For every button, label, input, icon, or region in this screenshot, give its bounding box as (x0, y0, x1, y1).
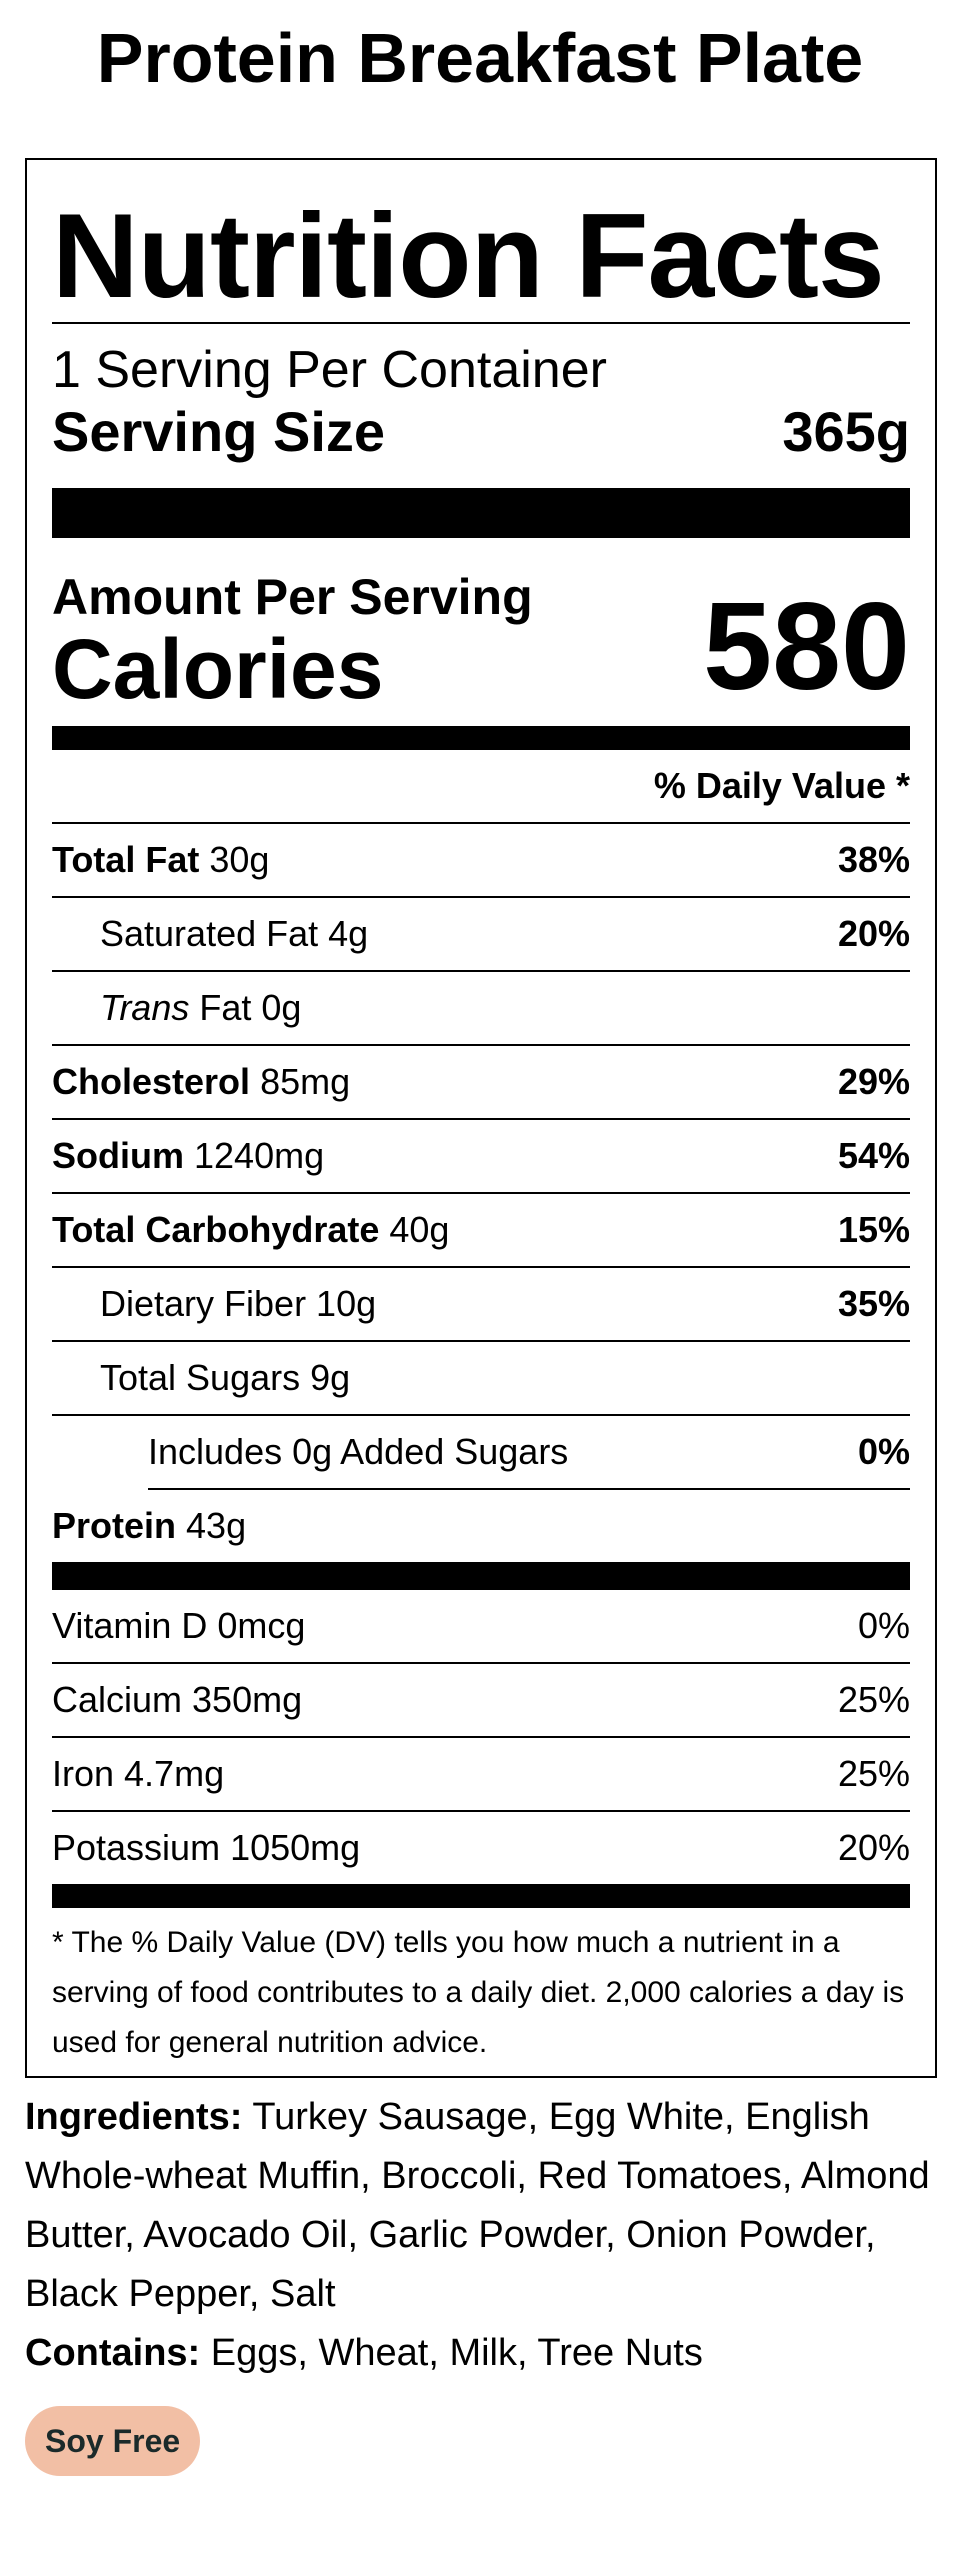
nutrient-name: Cholesterol 85mg (52, 1061, 350, 1103)
nutrient-name: Saturated Fat 4g (100, 913, 369, 954)
heading-rule (52, 322, 910, 324)
ingredients-paragraph: Ingredients: Turkey Sausage, Egg White, … (25, 2088, 935, 2324)
nutrient-name: Total Sugars 9g (100, 1357, 351, 1398)
servings-per-container: 1 Serving Per Container (52, 341, 607, 399)
calories-rule (52, 726, 910, 750)
nutrient-name: Includes 0g Added Sugars (148, 1431, 569, 1472)
nutrient-row-total-sugars: Total Sugars 9g (52, 1342, 910, 1416)
nutrient-label: Total Carbohydrate (52, 1209, 380, 1250)
nutrient-name: Total Carbohydrate 40g (52, 1209, 449, 1251)
nutrient-amount: 30g (209, 839, 270, 880)
vitamin-dv: 0% (857, 1605, 910, 1646)
vitamin-dv: 25% (837, 1753, 910, 1794)
vitamin-dv: 25% (837, 1679, 910, 1720)
nutrient-label: Cholesterol (52, 1061, 251, 1102)
nutrient-label: Total Fat (52, 839, 200, 880)
vitamin-name: Calcium 350mg (52, 1679, 303, 1720)
nutrient-dv: 29% (837, 1061, 910, 1102)
nutrient-row-dietary-fiber: Dietary Fiber 10g 35% (52, 1268, 910, 1342)
nutrition-facts-heading: Nutrition Facts (52, 189, 885, 323)
nutrient-row-protein: Protein 43g (52, 1490, 910, 1562)
contains-paragraph: Contains: Eggs, Wheat, Milk, Tree Nuts (25, 2324, 935, 2383)
nutrient-row-cholesterol: Cholesterol 85mg 29% (52, 1046, 910, 1120)
serving-size-rule (52, 488, 910, 538)
daily-value-footnote: * The % Daily Value (DV) tells you how m… (52, 1926, 905, 2059)
footnote-rule (52, 1884, 910, 1908)
calories-value: 580 (703, 578, 910, 716)
nutrient-label: Sodium (52, 1135, 184, 1176)
serving-size-row: Serving Size 365g (52, 400, 910, 464)
nutrient-row-saturated-fat: Saturated Fat 4g 20% (52, 898, 910, 972)
nutrient-name: Sodium 1240mg (52, 1135, 324, 1177)
protein-rule (52, 1562, 910, 1590)
nutrient-dv: 20% (837, 913, 910, 954)
nutrient-dv: 15% (837, 1209, 910, 1250)
contains-label: Contains: (25, 2332, 201, 2374)
nutrient-amount: 85mg (260, 1061, 351, 1102)
nutrient-dv: 35% (837, 1283, 910, 1324)
vitamin-name: Vitamin D 0mcg (52, 1605, 306, 1646)
trans-italic: Trans (100, 987, 190, 1028)
nutrient-amount: 43g (186, 1505, 247, 1546)
nutrient-name: Protein 43g (52, 1505, 246, 1547)
nutrient-dv: 0% (857, 1431, 910, 1472)
nutrient-row-sodium: Sodium 1240mg 54% (52, 1120, 910, 1194)
vitamin-row-iron: Iron 4.7mg 25% (52, 1738, 910, 1812)
nutrient-name: Dietary Fiber 10g (100, 1283, 377, 1324)
soy-free-badge: Soy Free (25, 2406, 201, 2476)
product-title: Protein Breakfast Plate (96, 19, 864, 97)
nutrient-row-added-sugars: Includes 0g Added Sugars 0% (148, 1416, 910, 1490)
calories-left: Amount Per Serving Calories (52, 552, 533, 714)
amount-per-serving: Amount Per Serving (52, 569, 533, 625)
serving-size-label: Serving Size (52, 400, 386, 463)
vitamin-row-vitamin-d: Vitamin D 0mcg 0% (52, 1590, 910, 1664)
nutrient-amount: 1240mg (194, 1135, 325, 1176)
daily-value-header: % Daily Value * (52, 750, 910, 824)
nutrient-row-trans-fat: Trans Fat 0g (52, 972, 910, 1046)
vitamin-row-calcium: Calcium 350mg 25% (52, 1664, 910, 1738)
nutrient-name: Total Fat 30g (52, 839, 269, 881)
label-inner: Nutrition Facts 1 Serving Per Container … (52, 160, 910, 2068)
nutrient-label: Protein (52, 1505, 177, 1546)
nutrient-row-total-carbohydrate: Total Carbohydrate 40g 15% (52, 1194, 910, 1268)
trans-rest: Fat 0g (199, 987, 302, 1028)
nutrient-dv: 38% (837, 839, 910, 880)
vitamin-name: Potassium 1050mg (52, 1827, 361, 1868)
vitamin-dv: 20% (837, 1827, 910, 1868)
nutrient-row-total-fat: Total Fat 30g 38% (52, 824, 910, 898)
vitamin-name: Iron 4.7mg (52, 1753, 225, 1794)
ingredients-section: Ingredients: Turkey Sausage, Egg White, … (25, 2088, 935, 2383)
ingredients-label: Ingredients: (25, 2096, 243, 2138)
nutrient-amount: 40g (389, 1209, 450, 1250)
serving-size-value: 365g (782, 400, 910, 463)
nutrient-name: Trans Fat 0g (52, 987, 301, 1029)
contains-text: Eggs, Wheat, Milk, Tree Nuts (210, 2332, 703, 2374)
vitamin-row-potassium: Potassium 1050mg 20% (52, 1812, 910, 1884)
calories-label: Calories (52, 622, 384, 716)
calories-block: Amount Per Serving Calories 580 (52, 538, 910, 714)
nutrition-facts-label: Nutrition Facts 1 Serving Per Container … (25, 158, 937, 2078)
ingredients-text: Turkey Sausage, Egg White, English Whole… (25, 2096, 930, 2315)
nutrient-dv: 54% (837, 1135, 910, 1176)
